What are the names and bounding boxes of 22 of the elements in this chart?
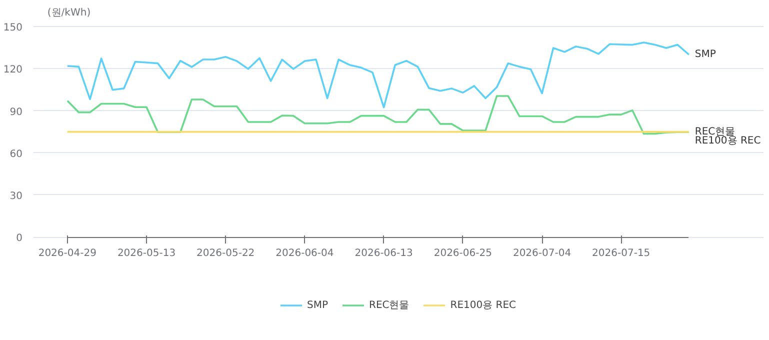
y-axis-title: (원/kWh) bbox=[47, 8, 91, 19]
legend-label: SMP bbox=[306, 300, 328, 310]
y-tick-label: 0 bbox=[16, 233, 23, 244]
text: RE100용 REC bbox=[694, 135, 761, 146]
line-series bbox=[66, 42, 690, 108]
y-tick-label: 150 bbox=[3, 22, 23, 34]
x-tick-label: 2026-06-04 bbox=[276, 248, 334, 260]
x-tick-label: 2026-05-13 bbox=[117, 248, 176, 260]
x-tick-label: 2026-04-29 bbox=[38, 248, 96, 260]
y-tick-label: 60 bbox=[10, 148, 23, 160]
text: SMP bbox=[694, 49, 716, 60]
line-series bbox=[66, 95, 690, 135]
x-tick-label: 2026-05-22 bbox=[196, 248, 255, 260]
x-tick-label: 2026-07-04 bbox=[512, 248, 572, 260]
x-tick-label: 2026-06-13 bbox=[354, 248, 413, 260]
legend-label: REC현물 bbox=[368, 299, 410, 312]
x-tick-label: 2026-06-25 bbox=[434, 248, 492, 260]
y-tick-label: 120 bbox=[3, 64, 23, 76]
x-tick-label: 2026-07-15 bbox=[592, 248, 650, 260]
y-tick-label: 30 bbox=[10, 190, 23, 202]
y-tick-label: 90 bbox=[10, 106, 23, 118]
legend-label: RE100용 REC bbox=[450, 299, 516, 312]
